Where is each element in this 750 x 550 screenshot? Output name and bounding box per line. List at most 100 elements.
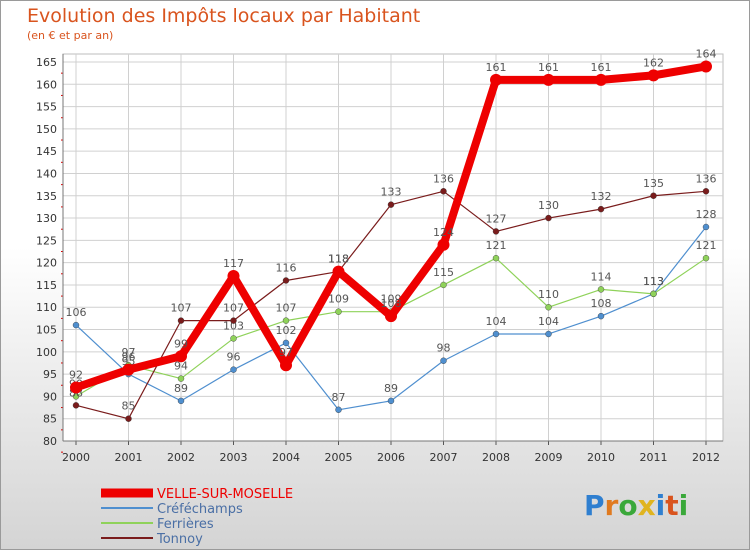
x-tick-label: 2003	[220, 451, 248, 464]
data-point	[597, 312, 605, 320]
x-tick-label: 2004	[272, 451, 300, 464]
data-label: 107	[223, 302, 244, 315]
data-point	[650, 290, 657, 298]
data-point	[597, 205, 605, 213]
data-point	[387, 201, 395, 208]
data-point	[282, 339, 290, 347]
data-point	[595, 73, 607, 86]
data-point	[440, 357, 447, 364]
data-point	[177, 317, 185, 324]
data-point	[440, 188, 447, 195]
y-tick-label: 155	[36, 101, 57, 114]
legend-label: VELLE-SUR-MOSELLE	[157, 487, 293, 502]
data-label: 96	[122, 351, 136, 364]
data-label: 130	[538, 199, 559, 212]
x-tick-label: 2002	[167, 451, 195, 464]
x-tick-label: 2007	[430, 451, 458, 464]
data-label: 121	[486, 239, 507, 252]
x-tick-label: 2006	[377, 451, 405, 464]
data-point	[72, 402, 80, 409]
data-point	[437, 238, 450, 251]
y-tick-label: 80	[43, 435, 57, 448]
proxiti-logo: Proxiti	[584, 489, 688, 522]
y-tick-label: 165	[36, 56, 57, 69]
data-point	[280, 359, 292, 372]
data-point	[282, 317, 290, 324]
data-label: 104	[538, 315, 559, 328]
y-tick-label: 135	[36, 190, 57, 203]
data-label: 116	[276, 261, 297, 274]
x-tick-label: 2008	[482, 451, 510, 464]
data-point	[282, 277, 290, 284]
y-tick-label: 110	[36, 301, 57, 314]
x-tick-label: 2005	[325, 451, 353, 464]
data-point	[385, 310, 397, 323]
data-label: 113	[643, 275, 664, 288]
data-point	[335, 406, 342, 413]
data-label: 103	[223, 319, 244, 332]
y-tick-label: 105	[36, 324, 57, 337]
data-label: 161	[538, 61, 559, 74]
data-label: 109	[328, 293, 349, 306]
data-label: 117	[223, 257, 244, 270]
logo-letter: i	[678, 489, 689, 522]
data-point	[230, 317, 237, 324]
data-label: 89	[384, 382, 398, 395]
data-label: 98	[437, 342, 451, 355]
data-label: 99	[174, 337, 188, 350]
data-label: 162	[643, 56, 664, 69]
data-label: 115	[433, 266, 454, 279]
data-label: 132	[591, 190, 612, 203]
data-point	[545, 214, 552, 222]
logo-letter: i	[655, 489, 666, 522]
data-point	[650, 192, 657, 199]
data-label: 114	[591, 270, 612, 283]
y-tick-label: 85	[43, 413, 57, 426]
y-tick-label: 150	[36, 123, 57, 136]
data-label: 87	[332, 391, 346, 404]
data-point	[490, 73, 502, 86]
chart-title: Evolution des Impôts locaux par Habitant	[27, 5, 421, 27]
data-label: 136	[696, 172, 717, 185]
data-point	[230, 335, 237, 342]
y-tick-label: 160	[36, 78, 57, 91]
data-label: 121	[696, 239, 717, 252]
data-point	[702, 223, 710, 231]
data-point	[597, 286, 605, 293]
data-label: 110	[538, 288, 559, 301]
data-point	[700, 60, 712, 73]
data-label: 104	[486, 315, 507, 328]
y-tick-label: 90	[43, 390, 57, 403]
y-tick-label: 100	[36, 346, 57, 359]
data-point	[702, 188, 710, 195]
data-point	[387, 397, 395, 405]
data-label: 135	[643, 177, 664, 190]
data-label: 89	[174, 382, 188, 395]
data-point	[227, 270, 240, 283]
data-label: 127	[486, 212, 507, 225]
data-label: 106	[66, 306, 87, 319]
data-label: 161	[591, 61, 612, 74]
legend-label: Ferrières	[157, 517, 214, 532]
data-label: 124	[433, 226, 454, 239]
data-point	[492, 330, 500, 338]
data-point	[492, 254, 500, 262]
data-point	[177, 397, 185, 405]
y-tick-label: 145	[36, 145, 57, 158]
data-label: 113	[643, 275, 664, 288]
data-point	[332, 265, 345, 278]
data-point	[647, 69, 660, 82]
data-point	[440, 281, 447, 289]
data-label: 92	[69, 368, 83, 381]
data-label: 118	[328, 253, 349, 266]
data-label: 97	[279, 346, 293, 359]
data-label: 164	[696, 47, 717, 60]
y-tick-label: 120	[36, 257, 57, 270]
logo-letter: r	[604, 489, 619, 522]
x-tick-label: 2010	[587, 451, 615, 464]
logo-letter: o	[618, 489, 638, 522]
data-point	[230, 366, 237, 373]
data-label: 107	[171, 302, 192, 315]
x-tick-label: 2000	[62, 451, 90, 464]
y-tick-label: 140	[36, 167, 57, 180]
